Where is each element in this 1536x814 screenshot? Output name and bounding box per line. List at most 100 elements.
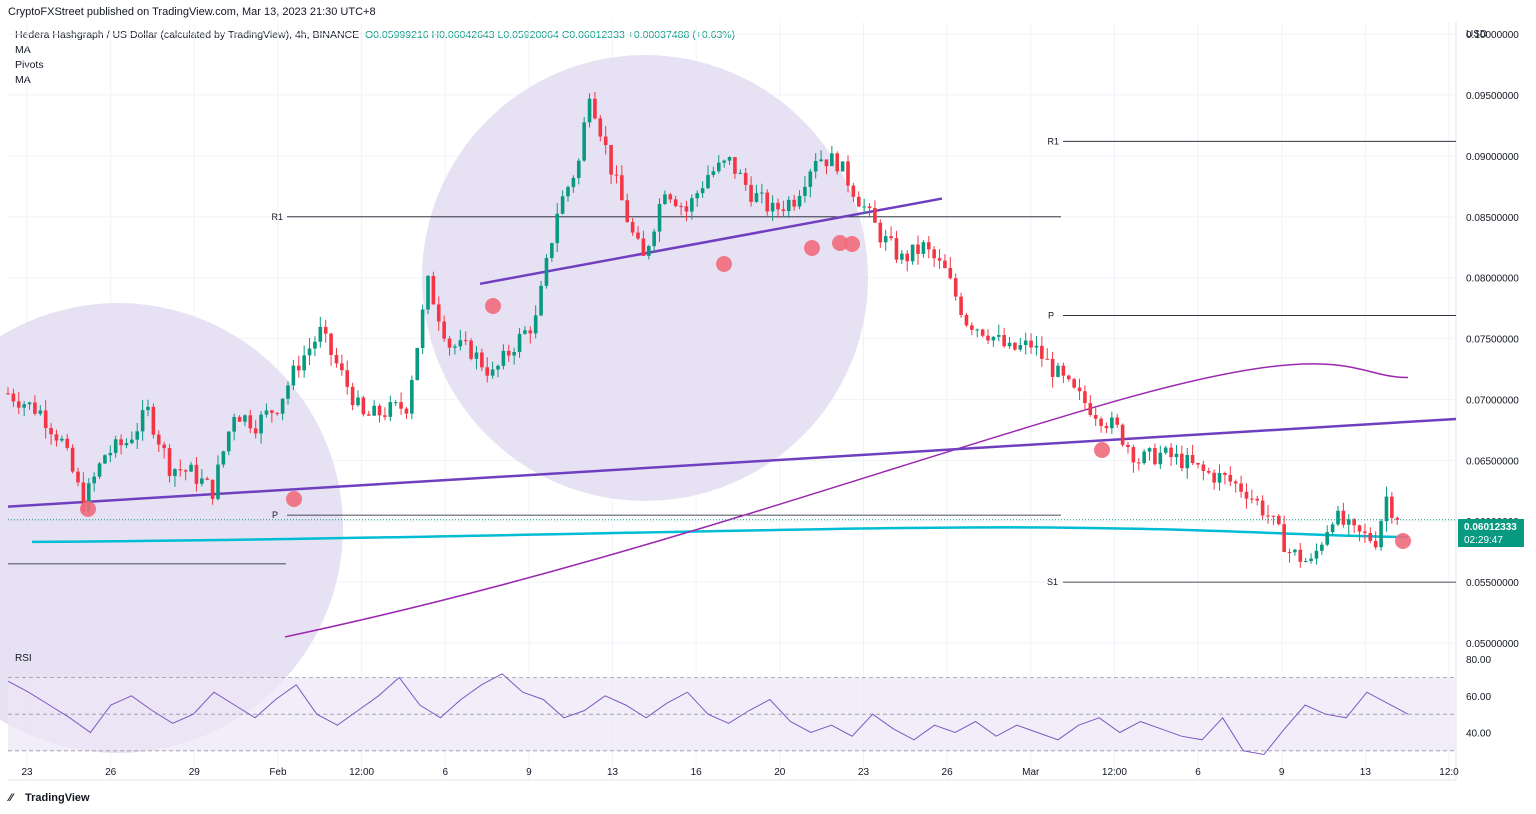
candle-body <box>862 206 866 208</box>
candle-body <box>16 401 21 408</box>
candle-body <box>1072 379 1076 388</box>
candle-body <box>200 478 204 484</box>
candle-body <box>1056 365 1060 377</box>
candle-body <box>840 161 845 172</box>
candle-body <box>700 188 705 194</box>
candle-body <box>135 431 140 440</box>
candle-body <box>571 177 576 188</box>
candle-body <box>410 379 414 414</box>
candle-body <box>286 385 290 399</box>
candle-body <box>383 415 387 417</box>
candle-body <box>1115 417 1120 425</box>
indicator-pivots[interactable]: Pivots <box>15 59 44 71</box>
candle-body <box>760 192 764 194</box>
touch-marker <box>844 236 860 252</box>
candle-body <box>716 162 721 172</box>
candle-body <box>1228 474 1233 482</box>
candle-body <box>587 98 592 123</box>
candle-body <box>1142 451 1146 464</box>
candle-body <box>60 438 64 441</box>
candle-body <box>1282 524 1286 552</box>
candle-body <box>1190 455 1195 463</box>
tradingview-brand: TradingView <box>25 792 90 804</box>
candle-body <box>722 160 726 163</box>
candle-body <box>1212 472 1216 483</box>
candle-body <box>921 242 926 254</box>
time-tick-label: 13 <box>607 767 619 778</box>
touch-marker <box>485 298 501 314</box>
price-tick-label: 0.08000000 <box>1466 274 1519 285</box>
candle-body <box>501 350 506 366</box>
candle-body <box>539 285 543 316</box>
candle-body <box>399 402 403 409</box>
candle-body <box>485 367 490 376</box>
candle-body <box>593 98 597 119</box>
candle-body <box>1379 521 1383 548</box>
candle-body <box>442 321 446 339</box>
candle-body <box>119 439 123 446</box>
candle-body <box>1336 510 1340 525</box>
candle-body <box>1002 335 1006 347</box>
candle-body <box>146 406 150 411</box>
candle-body <box>431 275 436 305</box>
rsi-tick-label: 40.00 <box>1466 729 1491 740</box>
candle-body <box>253 428 258 434</box>
candle-body <box>1287 551 1292 553</box>
candle-body <box>404 408 409 414</box>
touch-marker <box>1094 442 1110 458</box>
price-tick-label: 0.07500000 <box>1466 335 1519 346</box>
time-tick-label: Feb <box>269 767 287 778</box>
trendline-lower <box>7 417 1457 508</box>
candle-body <box>733 157 737 174</box>
ma-slow-line <box>31 526 1409 544</box>
symbol-title[interactable]: Hedera Hashgraph / US Dollar (calculated… <box>15 29 360 41</box>
candle-body <box>550 243 554 258</box>
candle-body <box>668 194 673 200</box>
candle-body <box>226 431 231 452</box>
price-tick-label: 0.06500000 <box>1466 456 1519 467</box>
candle-body <box>162 444 166 449</box>
candle-body <box>905 253 910 262</box>
candle-body <box>582 122 586 161</box>
candle-body <box>97 463 102 477</box>
candle-body <box>975 329 980 331</box>
candle-body <box>49 428 53 435</box>
candle-body <box>878 222 883 243</box>
candle-body <box>948 267 953 279</box>
candle-body <box>523 330 527 334</box>
time-tick-label: 29 <box>189 767 201 778</box>
candle-body <box>1363 531 1367 533</box>
candle-body <box>1185 455 1190 469</box>
candle-body <box>70 447 75 472</box>
candle-body <box>1066 375 1071 380</box>
candle-body <box>776 202 780 210</box>
candle-body <box>738 172 743 174</box>
candle-body <box>480 352 484 368</box>
touch-marker <box>80 501 96 517</box>
tradingview-logo[interactable]: ⁄⁄ TradingView <box>9 792 90 804</box>
candle-body <box>932 249 936 259</box>
candle-body <box>1040 345 1044 359</box>
candle-body <box>512 352 516 356</box>
candle-body <box>270 410 274 413</box>
time-tick-label: 9 <box>526 767 532 778</box>
candle-body <box>964 314 969 326</box>
candle-body <box>555 213 560 244</box>
candles <box>6 91 1400 568</box>
candle-body <box>388 402 393 417</box>
candle-body <box>706 174 710 189</box>
touch-marker <box>832 235 848 251</box>
trendline-upper <box>479 197 943 286</box>
candle-body <box>900 253 904 260</box>
candle-body <box>113 439 118 453</box>
candle-body <box>248 415 253 429</box>
candle-body <box>1293 549 1297 553</box>
candle-body <box>1131 447 1136 463</box>
candle-body <box>280 398 285 414</box>
candle-body <box>873 208 877 223</box>
candle-body <box>684 206 689 212</box>
pivot-p-right-label: P <box>1048 310 1054 320</box>
candle-body <box>1007 342 1012 347</box>
candle-body <box>436 304 441 322</box>
